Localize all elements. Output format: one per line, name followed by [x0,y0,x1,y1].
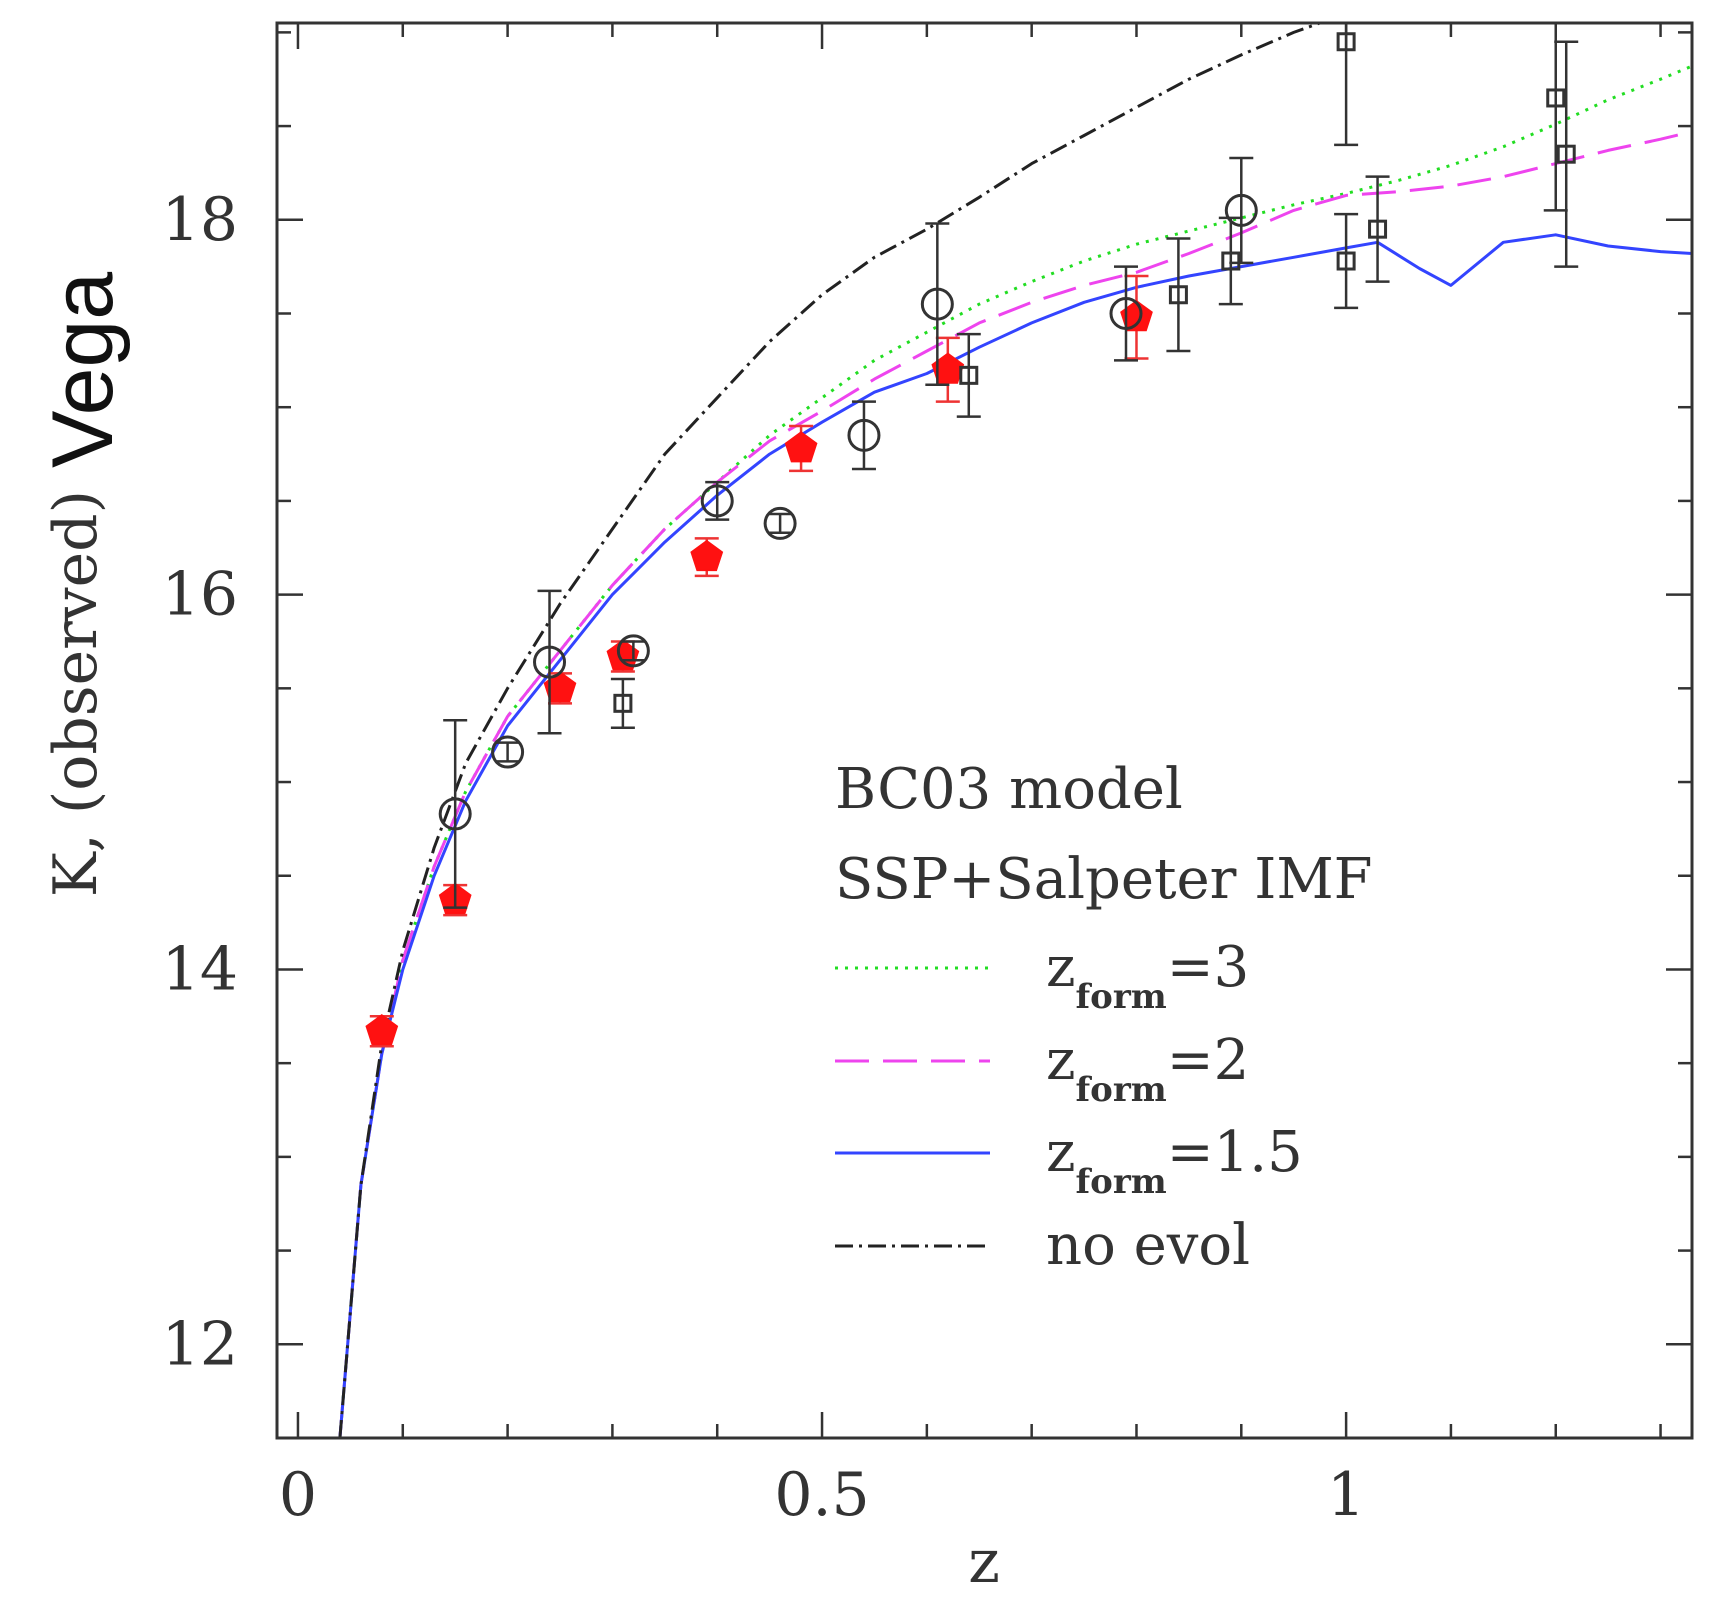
square-point [1168,285,1188,305]
pentagon-point [784,431,818,463]
x-axis-title: z [968,1527,1000,1597]
square-point [1368,219,1388,239]
legend-label-0: zform=3 [1046,935,1249,1017]
y-axis-title: K, (observed) [41,490,111,897]
legend-label-1: zform=2 [1046,1028,1249,1110]
series-line-0 [338,64,1692,1438]
pentagon-point [543,671,577,703]
pentagon-point [690,539,724,572]
circle-point [1224,193,1258,227]
circle-point [491,735,525,769]
circle-point [847,418,881,452]
circle-point [533,645,567,679]
pentagon-point [1120,299,1153,332]
x-tick-label: 1 [1327,1460,1365,1530]
legend-title-line-1: BC03 model [835,757,1183,822]
pentagon-point [931,352,965,384]
circle-point [616,634,650,668]
series-line-2 [338,233,1692,1438]
y-axis-title-group: K, (observed) Vega [35,272,131,897]
circle-point [700,484,734,518]
legend: BC03 model SSP+Salpeter IMF zform=3zform… [835,757,1373,1278]
square-point [1546,88,1566,108]
y-tick-label: 12 [162,1309,238,1379]
circle-point [438,797,472,831]
circle-point [920,287,954,321]
circle-point [1109,296,1143,330]
x-tick-label: 0.5 [774,1460,869,1530]
y-tick-label: 14 [162,934,238,1004]
tick-labels: 0 0.5 1 12 14 16 18 [162,185,1366,1530]
axis-ticks [277,23,1692,1438]
legend-title-line-2: SSP+Salpeter IMF [835,847,1373,912]
square-point [959,365,979,385]
legend-label-3: no evol [1046,1213,1250,1278]
y-tick-label: 16 [162,560,238,630]
square-point [1221,251,1241,271]
x-tick-label: 0 [279,1460,317,1530]
square-point [1336,251,1356,271]
legend-label-2: zform=1.5 [1046,1120,1303,1202]
series-line-1 [338,130,1692,1438]
y-tick-label: 18 [162,185,238,255]
model-curves [338,23,1692,1438]
series-line-3 [338,23,1325,1438]
y-axis-vega-label: Vega [35,272,131,468]
square-point [1556,144,1576,164]
legend-entries: zform=3 zform=2 zform=1.5 no evol [835,935,1303,1278]
pentagon-point [606,639,640,671]
circle-point [763,506,797,540]
plot-frame [275,21,1694,1440]
pentagon-point [365,1014,399,1046]
square-point [613,693,633,713]
